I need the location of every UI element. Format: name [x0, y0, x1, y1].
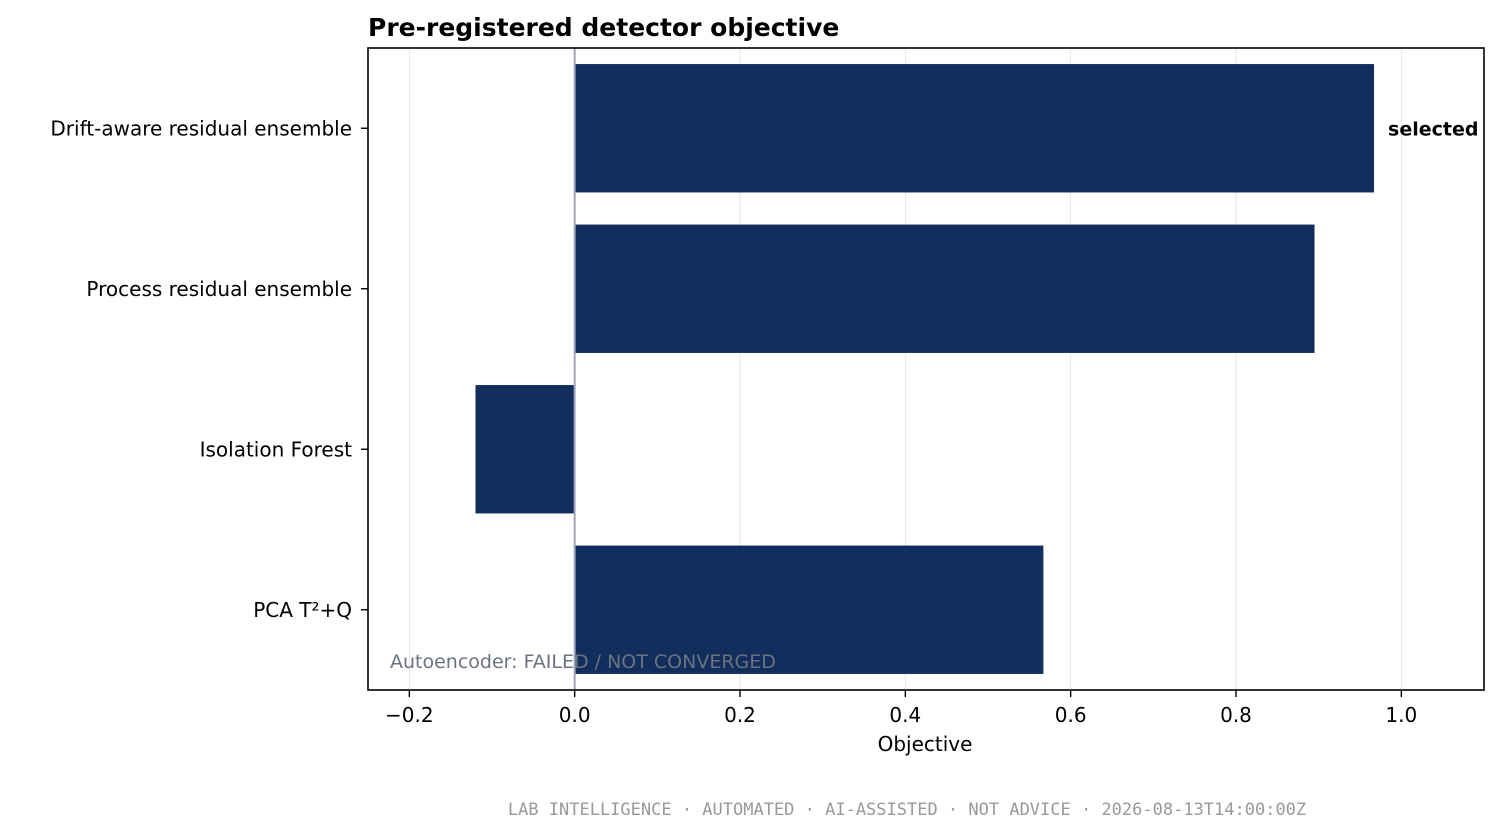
annotation-selected-0: selected: [1388, 118, 1478, 140]
x-tick-label-0: −0.2: [385, 703, 434, 727]
y-tick-label-2: Isolation Forest: [200, 437, 353, 461]
autoencoder-status-note: Autoencoder: FAILED / NOT CONVERGED: [390, 651, 776, 673]
bars: [475, 64, 1375, 674]
bar-2: [475, 385, 575, 514]
plot-frame: [367, 47, 1485, 691]
bar-3: [574, 545, 1044, 674]
y-axis-ticks: Drift-aware residual ensemble Process res…: [50, 116, 368, 622]
annotations: selected: [1388, 118, 1478, 140]
x-tick-label-4: 0.6: [1055, 703, 1087, 727]
y-tick-label-1: Process residual ensemble: [86, 277, 352, 301]
x-axis-label: Objective: [878, 732, 973, 756]
x-tick-label-1: 0.0: [559, 703, 591, 727]
x-axis-ticks: −0.2 0.0 0.2 0.4 0.6 0.8 1.0: [385, 690, 1417, 727]
footer-disclaimer: LAB INTELLIGENCE · AUTOMATED · AI-ASSIST…: [508, 800, 1306, 820]
bar-1: [574, 224, 1315, 353]
x-tick-label-6: 1.0: [1385, 703, 1417, 727]
y-tick-label-3: PCA T²+Q: [253, 598, 352, 622]
x-tick-label-2: 0.2: [724, 703, 756, 727]
bar-0: [574, 64, 1375, 193]
y-tick-label-0: Drift-aware residual ensemble: [50, 116, 352, 140]
x-tick-label-5: 0.8: [1220, 703, 1252, 727]
x-tick-label-3: 0.4: [889, 703, 921, 727]
chart-title: Pre-registered detector objective: [368, 13, 839, 42]
